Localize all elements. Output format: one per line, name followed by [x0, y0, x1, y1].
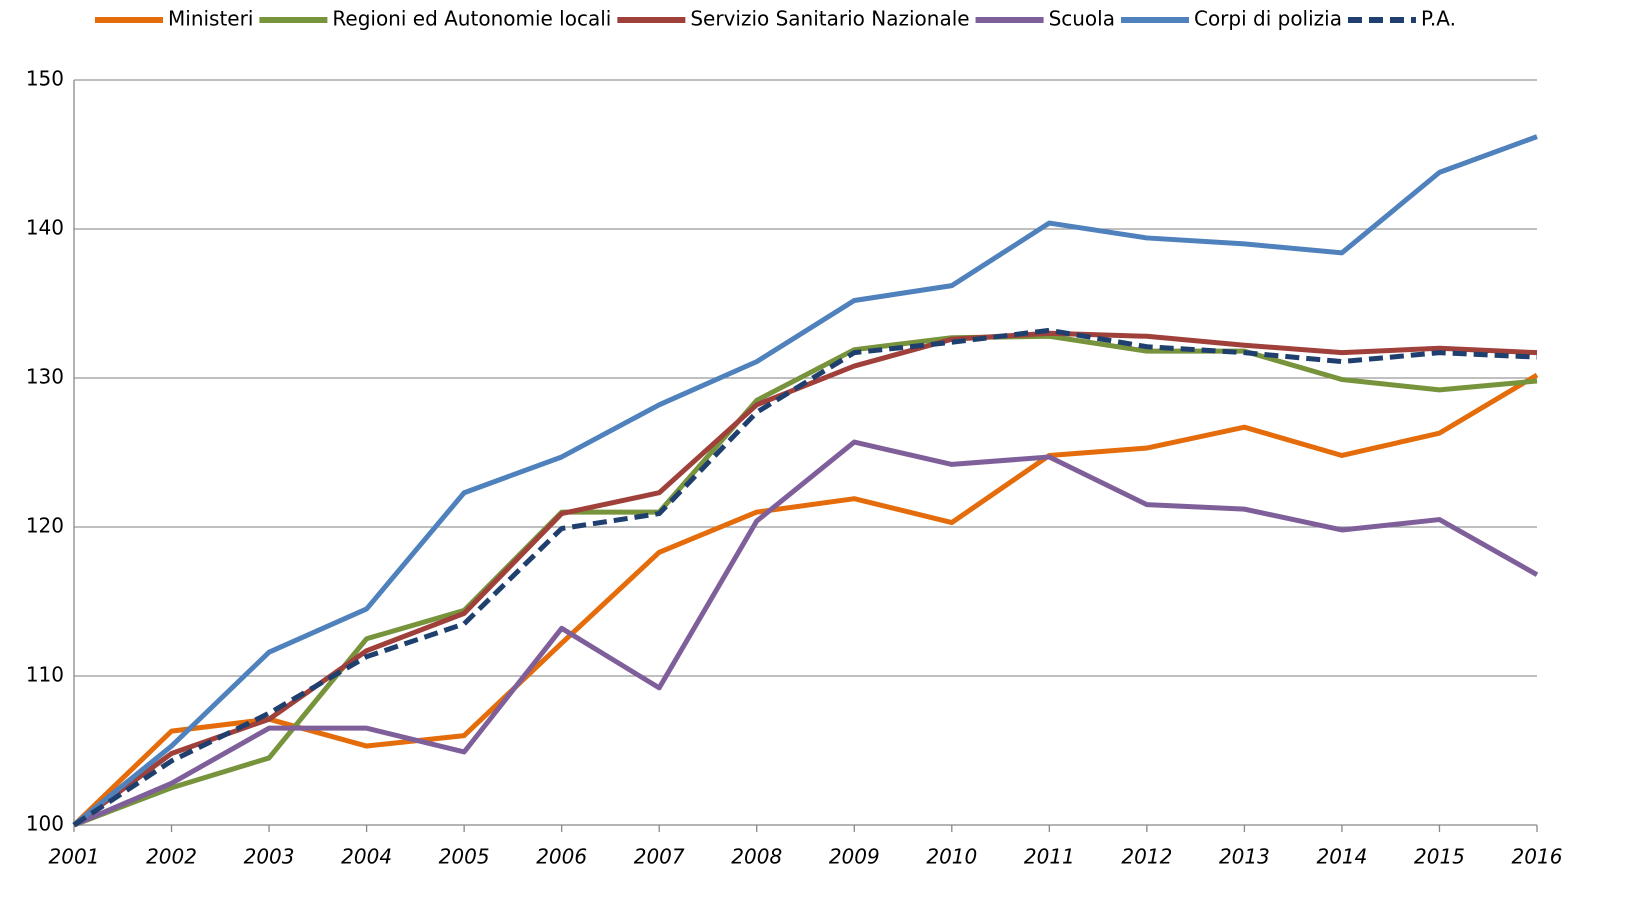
legend-label: Corpi di polizia [1194, 7, 1342, 31]
x-tick-label: 2015 [1414, 845, 1465, 869]
x-tick-label: 2007 [634, 845, 685, 869]
line-series [73, 333, 1538, 828]
y-tick-label: 130 [26, 365, 64, 389]
y-tick-label: 150 [26, 67, 64, 91]
legend-label: Servizio Sanitario Nazionale [690, 7, 969, 31]
legend-label: Scuola [1049, 7, 1115, 31]
x-tick-label: 2011 [1024, 845, 1075, 869]
x-tick-label: 2016 [1512, 845, 1563, 869]
x-tick-label: 2008 [731, 845, 782, 869]
line-series [72, 372, 1539, 827]
x-tick-label: 2009 [829, 845, 880, 869]
x-tick-label: 2004 [341, 845, 392, 869]
x-tick-label: 2003 [244, 845, 295, 869]
x-tick-label: 2001 [49, 845, 100, 869]
line-series [72, 327, 1538, 828]
y-tick-label: 120 [26, 514, 64, 538]
x-tick-label: 2002 [146, 845, 197, 869]
x-tick-label: 2014 [1316, 845, 1367, 869]
legend-label: P.A. [1421, 7, 1456, 31]
line-series [73, 439, 1539, 828]
line-series [72, 330, 1538, 828]
legend-label: Regioni ed Autonomie locali [332, 7, 611, 31]
y-tick-label: 110 [26, 663, 64, 687]
x-tick-label: 2012 [1121, 845, 1172, 869]
legend-label: Ministeri [168, 7, 253, 31]
x-tick-label: 2013 [1219, 845, 1270, 869]
x-tick-label: 2005 [439, 845, 490, 869]
x-tick-label: 2010 [926, 845, 977, 869]
x-tick-label: 2006 [536, 845, 587, 869]
y-tick-label: 140 [26, 216, 64, 240]
y-tick-label: 100 [26, 812, 64, 836]
line-series [72, 134, 1538, 827]
